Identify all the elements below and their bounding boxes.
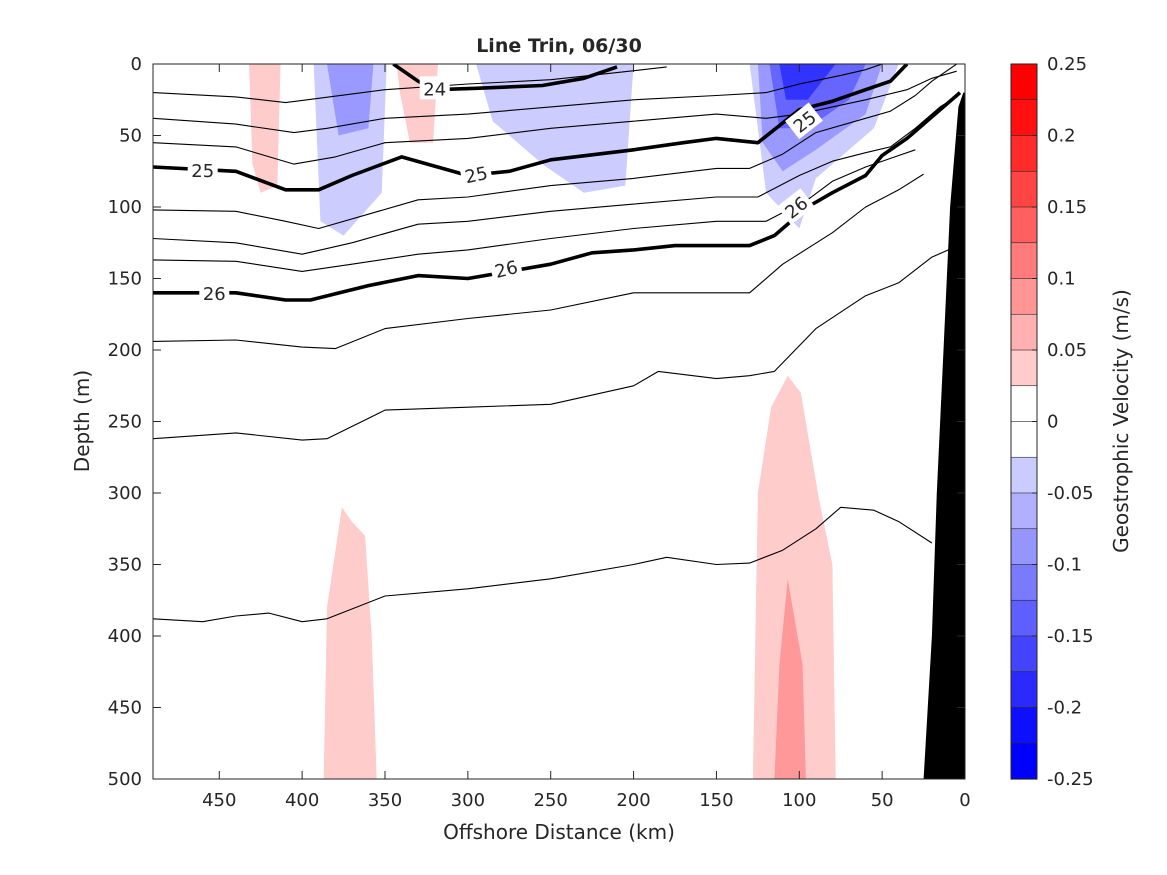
colorbar-tick-label: 0.25: [1047, 54, 1087, 75]
contour-label-background: [199, 280, 230, 304]
isopycnal-line: [153, 249, 949, 441]
y-tick-label: 0: [131, 54, 142, 75]
y-axis-label: Depth (m): [70, 370, 94, 472]
colorbar: 0.25 0.2 0.15 0.1 0.05 0 -0.05 -0.1 -0.15 -0.2 -0.…: [1010, 54, 1133, 790]
y-tick-label: 400: [108, 626, 142, 647]
contour-label: 25: [187, 157, 218, 182]
x-tick-label: 300: [451, 790, 485, 811]
colorbar-swatch: [1010, 492, 1038, 530]
contour-label: 25: [458, 159, 494, 188]
colorbar-tick-label: -0.05: [1047, 483, 1094, 504]
contour-label: 24: [419, 76, 450, 100]
velocity-patch: [752, 375, 836, 779]
contour-label-background: [785, 102, 823, 140]
colorbar-tick-label: -0.1: [1047, 555, 1082, 576]
colorbar-swatch: [1010, 742, 1038, 780]
colorbar-label: Geostrophic Velocity (m/s): [1109, 289, 1133, 553]
colorbar-tick-label: -0.15: [1047, 626, 1094, 647]
colorbar-tick-label: 0: [1047, 412, 1058, 433]
velocity-patch: [323, 507, 377, 779]
colorbar-tick-label: 0.15: [1047, 197, 1087, 218]
colorbar-swatch: [1010, 99, 1038, 137]
y-tick-label: 150: [108, 269, 142, 290]
isopycnal-line: [153, 64, 883, 134]
contour-label-text: 24: [423, 79, 446, 100]
y-tick-label: 100: [108, 197, 142, 218]
colorbar-swatch: [1010, 206, 1038, 244]
colorbar-swatch: [1010, 671, 1038, 709]
isopycnal-line: [153, 173, 924, 350]
colorbar-swatch: [1010, 385, 1038, 423]
colorbar-swatch: [1010, 135, 1038, 172]
y-tick-label: 200: [108, 340, 142, 361]
contour-label-text: 26: [203, 284, 226, 305]
colorbar-swatch: [1010, 456, 1038, 494]
contour-label-background: [187, 157, 218, 181]
colorbar-swatch: [1010, 599, 1038, 637]
isopycnal-bold-line: [153, 64, 909, 192]
x-tick-label: 250: [534, 790, 568, 811]
isopycnal-line: [153, 149, 916, 272]
x-tick-label: 150: [699, 790, 733, 811]
x-tick-label: 100: [782, 790, 816, 811]
isopycnal-line: [153, 506, 933, 623]
colorbar-swatch: [1010, 635, 1038, 673]
colorbar-tick-label: 0.05: [1047, 340, 1087, 361]
x-tick-label: 0: [959, 790, 970, 811]
colorbar-tick-label: -0.25: [1047, 769, 1094, 790]
isopycnal-bold-line: [392, 64, 618, 92]
velocity-patch: [327, 64, 374, 136]
isopycnal-line: [153, 95, 959, 255]
x-axis-label: Offshore Distance (km): [443, 820, 675, 844]
y-tick-label: 50: [119, 126, 142, 147]
colorbar-swatch: [1010, 278, 1038, 315]
contour-label-text: 25: [191, 161, 214, 182]
y-tick-label: 350: [108, 555, 142, 576]
chart-title: Line Trin, 06/30: [476, 35, 642, 57]
y-axis-ticks: 0 50 100 150 200 250 300 350 400 450 500: [108, 54, 965, 790]
colorbar-tick-label: 0.2: [1047, 126, 1076, 147]
x-tick-label: 200: [616, 790, 650, 811]
isopycnal-contours: [153, 64, 962, 623]
contour-label-background: [488, 253, 524, 283]
colorbar-swatch: [1010, 707, 1038, 744]
contour-label-background: [419, 76, 450, 100]
colorbar-swatch: [1010, 313, 1038, 351]
y-tick-label: 250: [108, 412, 142, 433]
colorbar-swatch: [1010, 528, 1038, 566]
colorbar-tick-label: -0.2: [1047, 698, 1082, 719]
colorbar-swatch: [1010, 63, 1038, 101]
colorbar-swatch: [1010, 170, 1038, 208]
y-tick-label: 300: [108, 483, 142, 504]
isopycnal-bold-line: [153, 91, 962, 302]
contour-label-background: [776, 188, 815, 225]
y-tick-label: 450: [108, 698, 142, 719]
contour-label-background: [458, 159, 494, 188]
isopycnal-line: [153, 70, 957, 165]
x-tick-label: 400: [285, 790, 319, 811]
contour-label: 26: [199, 280, 230, 305]
x-axis-ticks: 450 400 350 300 250 200 150 100 50 0: [202, 64, 971, 811]
colorbar-swatch: [1010, 564, 1038, 601]
colorbar-swatch: [1010, 349, 1038, 387]
contour-label-text: 25: [463, 163, 490, 188]
colorbar-swatch: [1010, 421, 1038, 458]
x-tick-label: 350: [368, 790, 402, 811]
velocity-patch: [774, 578, 806, 779]
colorbar-tick-label: 0.1: [1047, 269, 1076, 290]
colorbar-ticks: 0.25 0.2 0.15 0.1 0.05 0 -0.05 -0.1 -0.15 -0.2 -0.…: [1032, 54, 1094, 790]
bathymetry: [923, 92, 965, 779]
x-tick-label: 450: [202, 790, 236, 811]
colorbar-swatch: [1010, 242, 1038, 280]
isopycnal-line: [153, 64, 958, 230]
seafloor-bathymetry: [923, 92, 965, 779]
x-tick-label: 50: [871, 790, 894, 811]
y-tick-label: 500: [108, 769, 142, 790]
